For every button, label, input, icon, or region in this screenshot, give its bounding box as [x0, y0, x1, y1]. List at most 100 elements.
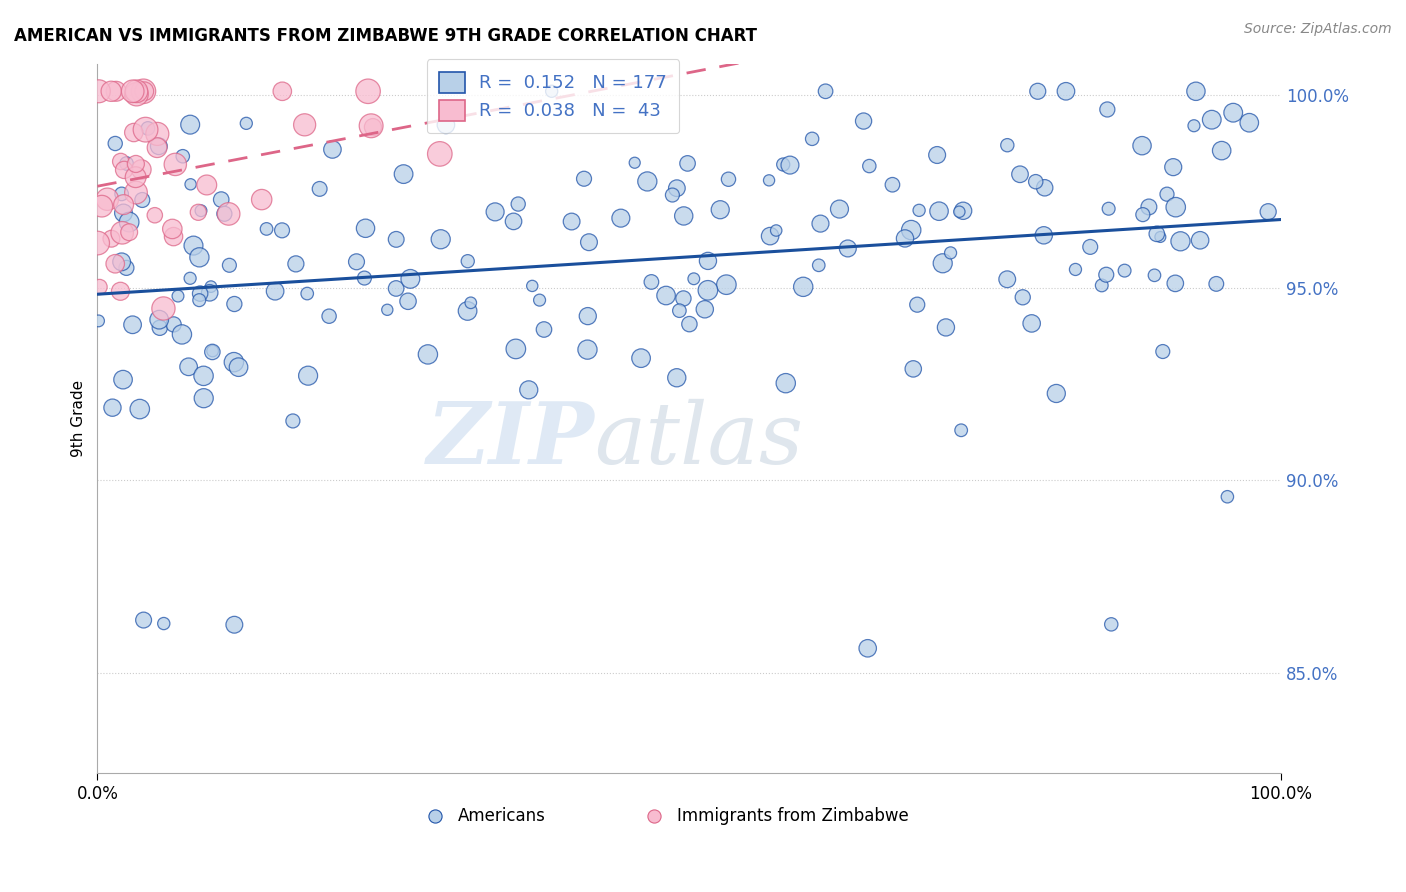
Point	[758, 173, 780, 187]
Point	[1161, 160, 1184, 174]
Point	[180, 178, 202, 192]
Point	[295, 286, 318, 301]
Point	[1045, 386, 1067, 401]
Point	[104, 257, 127, 271]
Point	[1205, 277, 1227, 291]
Point	[484, 205, 506, 219]
Point	[143, 208, 166, 222]
Point	[132, 84, 155, 98]
Point	[623, 155, 645, 169]
Point	[935, 320, 957, 334]
Point	[561, 214, 583, 228]
Point	[716, 277, 738, 292]
Point	[183, 238, 205, 252]
Point	[856, 641, 879, 656]
Point	[775, 376, 797, 391]
Point	[801, 132, 824, 146]
Point	[218, 207, 240, 221]
Point	[505, 342, 527, 356]
Text: Americans: Americans	[458, 806, 546, 825]
Point	[125, 186, 148, 200]
Point	[676, 156, 699, 170]
Point	[995, 138, 1018, 153]
Point	[931, 256, 953, 270]
Point	[661, 188, 683, 202]
Point	[125, 157, 148, 171]
Point	[640, 275, 662, 289]
Point	[148, 312, 170, 326]
Point	[1091, 278, 1114, 293]
Point	[576, 309, 599, 323]
Y-axis label: 9th Grade: 9th Grade	[72, 380, 86, 458]
Point	[146, 141, 169, 155]
Point	[1149, 230, 1171, 244]
Point	[610, 211, 633, 226]
Point	[434, 118, 457, 132]
Point	[346, 254, 368, 268]
Point	[1211, 144, 1233, 158]
Point	[1143, 268, 1166, 283]
Text: Immigrants from Zimbabwe: Immigrants from Zimbabwe	[678, 806, 910, 825]
Point	[188, 286, 211, 301]
Point	[529, 293, 551, 307]
Point	[894, 231, 917, 245]
Point	[188, 250, 211, 264]
Point	[294, 118, 316, 132]
Point	[353, 271, 375, 285]
Point	[678, 317, 700, 331]
Point	[807, 258, 830, 272]
Point	[112, 206, 135, 220]
Point	[928, 204, 950, 219]
Point	[1201, 112, 1223, 127]
Point	[110, 154, 132, 169]
Point	[111, 186, 134, 201]
Point	[1257, 204, 1279, 219]
Point	[271, 84, 294, 98]
Point	[1156, 187, 1178, 202]
Point	[218, 258, 240, 272]
Point	[852, 114, 875, 128]
Point	[772, 157, 794, 171]
Point	[765, 223, 787, 237]
Point	[101, 401, 124, 415]
Point	[375, 302, 398, 317]
Point	[187, 205, 209, 219]
Point	[146, 127, 169, 141]
Point	[457, 304, 479, 318]
Point	[908, 203, 931, 218]
Point	[576, 343, 599, 357]
Point	[630, 351, 652, 366]
Point	[121, 84, 143, 98]
Point	[950, 423, 973, 437]
Point	[111, 255, 134, 269]
Point	[271, 223, 294, 237]
Point	[1032, 228, 1054, 243]
Point	[165, 157, 187, 171]
Point	[167, 289, 190, 303]
Point	[1189, 233, 1212, 247]
Point	[882, 178, 904, 192]
Point	[118, 215, 141, 229]
Point	[665, 181, 688, 195]
Point	[1222, 105, 1244, 120]
Point	[297, 368, 319, 383]
Point	[134, 84, 156, 98]
Point	[416, 347, 439, 361]
Point	[517, 383, 540, 397]
Point	[200, 279, 222, 293]
Point	[121, 318, 143, 332]
Point	[235, 116, 257, 130]
Point	[655, 288, 678, 302]
Point	[1021, 317, 1043, 331]
Point	[198, 285, 221, 300]
Point	[1078, 240, 1101, 254]
Point	[814, 84, 837, 98]
Point	[193, 368, 215, 383]
Point	[903, 362, 925, 376]
Point	[149, 320, 172, 334]
Point	[195, 178, 218, 192]
Point	[100, 232, 122, 246]
Point	[318, 309, 340, 323]
Point	[152, 616, 174, 631]
Point	[177, 359, 200, 374]
